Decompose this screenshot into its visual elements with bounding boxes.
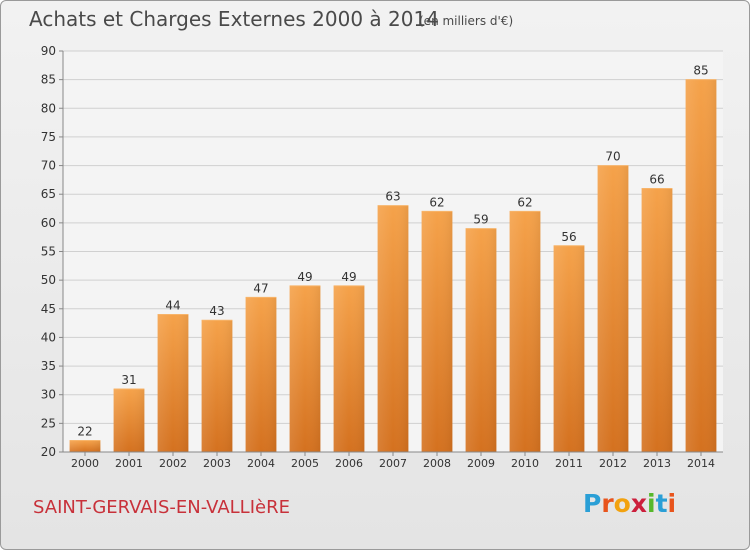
x-tick-label: 2007 [379, 457, 407, 470]
y-tick-label: 90 [41, 44, 56, 58]
logo-letter: r [601, 489, 614, 518]
bar-value-label: 56 [561, 230, 576, 244]
x-tick-label: 2004 [247, 457, 275, 470]
x-tick-label: 2011 [555, 457, 583, 470]
chart-title: Achats et Charges Externes 2000 à 2014 [29, 7, 439, 31]
bar-shine [465, 228, 497, 452]
bar-shine [113, 388, 145, 452]
bar-value-label: 59 [473, 213, 488, 227]
x-tick-label: 2000 [71, 457, 99, 470]
y-tick-label: 75 [41, 130, 56, 144]
bar-shine [201, 320, 233, 452]
y-tick-label: 20 [41, 445, 56, 459]
logo-letter: i [667, 489, 677, 518]
x-tick-label: 2010 [511, 457, 539, 470]
x-tick-label: 2008 [423, 457, 451, 470]
bar-shine [421, 211, 453, 452]
x-tick-label: 2006 [335, 457, 363, 470]
x-tick-label: 2009 [467, 457, 495, 470]
logo-letter: o [613, 489, 631, 518]
bar-value-label: 43 [209, 304, 224, 318]
y-tick-label: 80 [41, 101, 56, 115]
x-tick-label: 2001 [115, 457, 143, 470]
y-tick-label: 35 [41, 359, 56, 373]
y-tick-label: 55 [41, 245, 56, 259]
bar-value-label: 22 [77, 425, 92, 439]
y-tick-label: 65 [41, 187, 56, 201]
bar-value-label: 85 [693, 64, 708, 78]
bar-shine [377, 205, 409, 452]
y-tick-label: 45 [41, 302, 56, 316]
x-tick-label: 2012 [599, 457, 627, 470]
y-tick-label: 60 [41, 216, 56, 230]
x-tick-label: 2003 [203, 457, 231, 470]
bar-value-label: 44 [165, 299, 180, 313]
bar-shine [69, 440, 101, 452]
bar-value-label: 62 [517, 195, 532, 209]
bar-shine [597, 165, 629, 453]
bar-shine [553, 245, 585, 452]
y-tick-label: 25 [41, 416, 56, 430]
y-tick-label: 50 [41, 273, 56, 287]
bar-shine [245, 297, 277, 452]
y-tick-label: 30 [41, 388, 56, 402]
logo-letter: i [647, 489, 656, 518]
bar-shine [333, 285, 365, 452]
bar-value-label: 49 [297, 270, 312, 284]
logo-letter: P [583, 489, 602, 518]
commune-name: SAINT-GERVAIS-EN-VALLIèRE [33, 497, 290, 518]
logo-letter: t [655, 489, 668, 518]
y-tick-label: 70 [41, 159, 56, 173]
bar-value-label: 62 [429, 195, 444, 209]
x-tick-label: 2013 [643, 457, 671, 470]
bar-value-label: 31 [121, 373, 136, 387]
bar-value-label: 47 [253, 281, 268, 295]
x-tick-label: 2002 [159, 457, 187, 470]
y-tick-label: 85 [41, 73, 56, 87]
logo-letter: x [630, 489, 647, 518]
proxiti-logo: Proxiti [583, 489, 676, 518]
bar-value-label: 66 [649, 172, 664, 186]
bar-shine [509, 211, 541, 452]
x-tick-label: 2005 [291, 457, 319, 470]
bar-shine [685, 79, 717, 453]
bar-value-label: 63 [385, 190, 400, 204]
y-tick-label: 40 [41, 330, 56, 344]
bar-shine [641, 188, 673, 452]
bar-shine [157, 314, 189, 452]
bar-value-label: 70 [605, 150, 620, 164]
bar-value-label: 49 [341, 270, 356, 284]
x-tick-label: 2014 [687, 457, 715, 470]
chart-unit: (en milliers d'€) [419, 14, 514, 28]
bar-shine [289, 285, 321, 452]
